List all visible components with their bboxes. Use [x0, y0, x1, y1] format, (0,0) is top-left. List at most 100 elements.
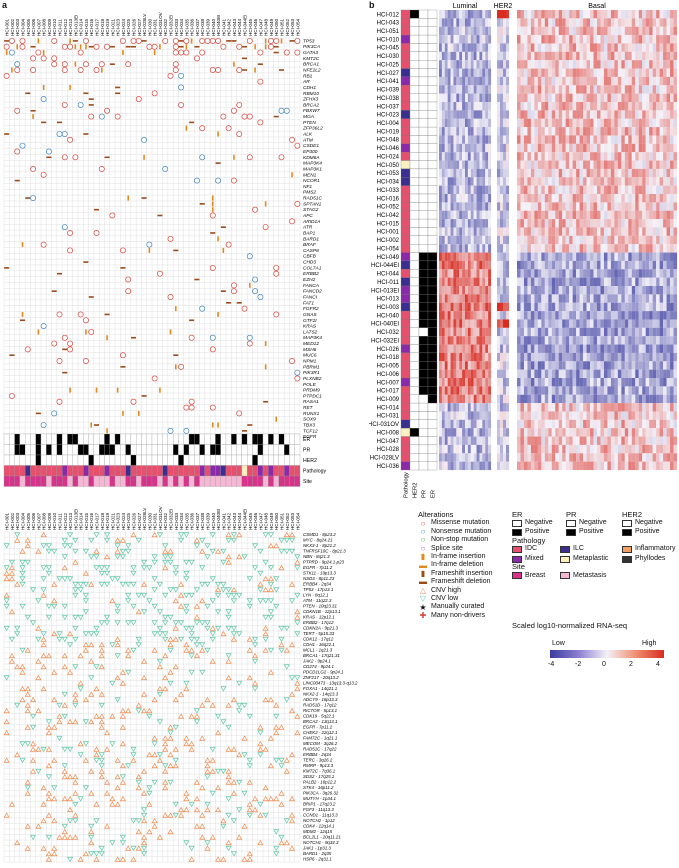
heatmap-cell	[506, 453, 510, 462]
cnv-low-mark	[61, 543, 68, 549]
heatmap-sample-label: HCI-024	[377, 154, 400, 160]
pr-cell	[418, 352, 429, 362]
heatmap-cell	[459, 152, 463, 161]
sample-label: HCI-036	[190, 512, 195, 530]
cnv-high-mark	[51, 845, 58, 851]
annotation-label: Pathology	[303, 469, 326, 475]
heatmap-cell	[476, 26, 480, 36]
mutation-mark	[94, 424, 99, 426]
heatmap-cell	[593, 235, 598, 245]
heatmap-cell	[523, 252, 528, 261]
heatmap-cell	[500, 411, 504, 420]
heatmap-cell	[666, 10, 671, 19]
heatmap-cell	[467, 419, 471, 429]
cnv-low-mark	[278, 625, 285, 632]
sample-label: HCI-044	[237, 18, 242, 36]
annotation-cell	[262, 465, 269, 477]
heatmap-cell	[500, 85, 504, 94]
annotation-cell	[19, 454, 26, 466]
cnv-low-mark	[273, 829, 280, 835]
heatmap-cell	[462, 185, 466, 195]
pathology-cell	[400, 51, 411, 61]
heatmap-cell	[649, 60, 653, 69]
heatmap-cell	[497, 152, 501, 161]
cnv-high-mark	[141, 817, 148, 824]
mutation-mark	[57, 272, 62, 275]
heatmap-cell	[500, 260, 504, 270]
heatmap-cell	[548, 202, 552, 211]
heatmap-cell	[470, 160, 474, 169]
heatmap-cell	[558, 160, 563, 169]
heatmap-cell	[467, 168, 471, 178]
heatmap-cell	[600, 210, 605, 220]
heatmap-cell	[541, 177, 545, 186]
heatmap-cell	[485, 302, 489, 312]
heatmap-sample-label: HCI-002	[377, 238, 400, 244]
cnv-high-mark	[215, 856, 222, 862]
heatmap-cell	[485, 202, 489, 211]
annotation-cell	[162, 444, 169, 456]
annotation-cell	[51, 475, 58, 487]
heatmap-cell	[590, 227, 594, 236]
mutation-mark	[236, 101, 243, 108]
heatmap-cell	[624, 35, 629, 44]
annotation-cell	[109, 444, 116, 456]
cnv-low-mark	[82, 631, 89, 637]
heatmap-sample-label: HCI-017	[377, 389, 400, 395]
gene-label: KMT2C	[303, 56, 320, 62]
cnv-low-mark	[98, 757, 105, 764]
heatmap-cell	[649, 127, 653, 136]
heatmap-cell	[565, 60, 570, 69]
cnv-high-mark	[14, 581, 21, 587]
heatmap-cell	[537, 160, 542, 169]
cnv-low-mark	[24, 785, 31, 791]
cnv-low-mark	[24, 741, 31, 747]
heatmap-cell	[624, 152, 629, 161]
pr-cell	[418, 126, 429, 136]
cnv-low-mark	[40, 543, 47, 549]
annotation-cell	[3, 454, 10, 466]
heatmap-cell	[656, 143, 660, 153]
cnv-gene-label: RMRP - 9p13.3	[303, 763, 334, 768]
heatmap-cell	[520, 143, 525, 153]
mutation-mark	[51, 61, 58, 68]
heatmap-cell	[565, 177, 570, 186]
heatmap-cell	[476, 127, 480, 136]
cnv-high-mark	[188, 647, 195, 653]
heatmap-cell	[530, 60, 535, 69]
heatmap-cell	[544, 51, 549, 61]
cnv-low-mark	[141, 851, 148, 857]
cnv-low-mark	[230, 631, 237, 637]
heatmap-cell	[530, 102, 535, 111]
annotation-cell	[183, 444, 190, 456]
her2-cell	[409, 302, 420, 312]
heatmap-cell	[673, 227, 678, 236]
heatmap-cell	[534, 286, 538, 295]
heatmap-cell	[659, 35, 664, 44]
mutation-mark	[3, 72, 10, 79]
heatmap-cell	[439, 168, 442, 178]
annotation-cell	[35, 454, 42, 466]
cnv-high-mark	[246, 674, 253, 681]
heatmap-cell	[482, 419, 486, 429]
cnv-high-mark	[193, 806, 200, 813]
cnv-high-mark	[267, 586, 274, 593]
heatmap-cell	[656, 76, 660, 86]
heatmap-cell	[473, 26, 477, 36]
heatmap-cell	[537, 110, 542, 119]
heatmap-cell	[441, 394, 445, 404]
heatmap-cell	[597, 60, 601, 69]
heatmap-cell	[441, 194, 445, 203]
heatmap-cell	[558, 18, 563, 27]
heatmap-cell	[479, 68, 483, 77]
heatmap-cell	[586, 202, 591, 211]
heatmap-cell	[600, 35, 605, 44]
heatmap-cell	[555, 43, 559, 52]
heatmap-cell	[523, 143, 528, 153]
heatmap-cell	[447, 51, 451, 61]
heatmap-sample-label: HCI-031OV	[369, 422, 399, 428]
heatmap-cell	[569, 102, 573, 111]
heatmap-cell	[497, 344, 501, 353]
cnv-low-mark	[98, 570, 105, 577]
cnv-low-mark	[178, 636, 185, 643]
